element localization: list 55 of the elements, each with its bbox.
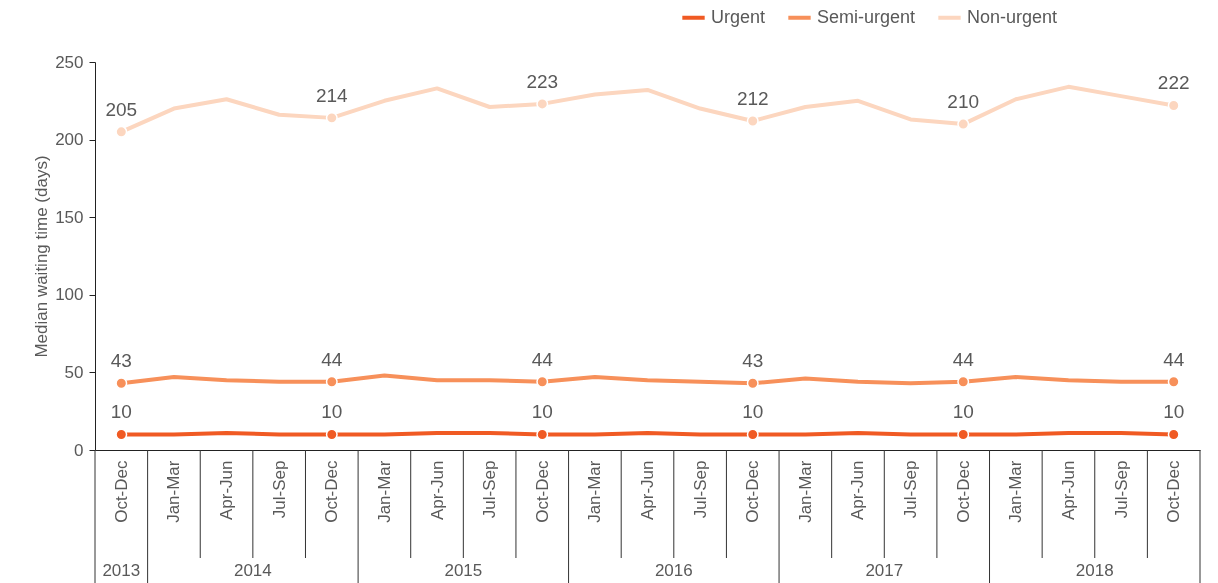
legend-label: Non-urgent <box>967 6 1058 27</box>
x-tick-label: Oct-Dec <box>111 460 131 523</box>
data-label: 10 <box>1163 401 1185 423</box>
y-tick-label: 100 <box>55 285 84 305</box>
text: 2013 <box>102 561 141 580</box>
legend-label: Semi-urgent <box>817 6 916 27</box>
y-tick-label: 200 <box>55 130 84 150</box>
x-tick-label: Oct-Dec <box>743 460 763 523</box>
x-tick-label: Jul-Sep <box>1111 460 1131 519</box>
x-tick-label: Apr-Jun <box>638 460 657 521</box>
x-tick-label: Oct-Dec <box>532 460 552 523</box>
data-label: 212 <box>736 87 769 109</box>
legend-label: Urgent <box>711 6 766 27</box>
x-tick-label: Jan-Mar <box>795 460 815 523</box>
x-tick-label: Apr-Jun <box>217 460 237 521</box>
y-tick-label: 0 <box>74 440 84 460</box>
y-axis-title: Median waiting time (days) <box>32 155 52 358</box>
x-tick-label: Jul-Sep <box>269 460 289 519</box>
data-label: 10 <box>110 401 132 423</box>
data-label: 44 <box>531 348 554 370</box>
x-tick-label: Jan-Mar <box>374 460 394 523</box>
text: 2018 <box>1075 561 1114 580</box>
y-tick-label: 150 <box>55 207 84 227</box>
x-tick-label: Oct-Dec <box>1164 460 1184 523</box>
y-tick-label: 50 <box>64 362 84 382</box>
data-label: 44 <box>321 348 343 370</box>
x-tick-label: Apr-Jun <box>427 460 447 521</box>
x-tick-label: Jan-Mar <box>164 460 184 523</box>
x-tick-label: Jul-Sep <box>480 460 500 519</box>
data-label: 10 <box>952 401 974 423</box>
data-label: 214 <box>315 84 349 106</box>
text: 2015 <box>444 561 483 580</box>
data-label: 44 <box>1163 348 1185 370</box>
x-tick-label: Jan-Mar <box>585 460 605 523</box>
x-tick-label: Apr-Jun <box>848 460 868 521</box>
data-label: 43 <box>742 350 764 372</box>
data-label: 10 <box>321 401 343 423</box>
x-tick-label: Jul-Sep <box>690 460 710 519</box>
data-label: 43 <box>110 350 132 372</box>
text: 2014 <box>233 561 272 580</box>
x-tick-label: Apr-Jun <box>1058 460 1078 521</box>
data-label: 223 <box>526 70 559 92</box>
x-tick-label: Jan-Mar <box>1006 460 1026 523</box>
x-tick-label: Oct-Dec <box>953 460 973 523</box>
y-tick-label: 250 <box>55 52 84 72</box>
data-label: 210 <box>947 91 980 113</box>
text: 2017 <box>865 561 904 580</box>
x-tick-label: Oct-Dec <box>322 460 342 523</box>
data-label: 44 <box>952 348 975 370</box>
data-label: 205 <box>105 98 138 120</box>
data-label: 10 <box>742 401 764 423</box>
data-label: 10 <box>531 401 553 423</box>
data-label: 222 <box>1157 72 1190 94</box>
text: 2016 <box>654 561 693 580</box>
x-tick-label: Jul-Sep <box>901 460 921 519</box>
